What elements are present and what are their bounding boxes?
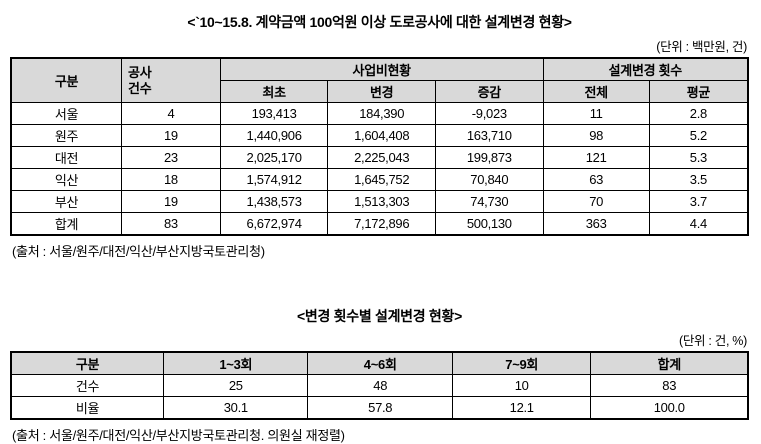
table2-unit-note: (단위 : 건, %) bbox=[678, 334, 747, 348]
region-label: 서울 bbox=[10, 102, 123, 125]
table1-source-note: (출처 : 서울/원주/대전/익산/부산지방국토관리청) bbox=[12, 244, 265, 259]
value-cell: -9,023 bbox=[434, 102, 544, 125]
value-cell: 500,130 bbox=[434, 212, 544, 236]
value-cell: 121 bbox=[542, 146, 650, 169]
table1-header-changes-group: 설계변경 횟수 bbox=[542, 57, 749, 81]
value-cell: 18 bbox=[121, 168, 221, 191]
table1-header-initial: 최초 bbox=[219, 80, 329, 103]
table2-header-7-9: 7~9회 bbox=[451, 351, 592, 375]
value-cell: 1,438,573 bbox=[219, 190, 329, 213]
value-cell: 2.8 bbox=[648, 102, 749, 125]
table1-header-diff: 증감 bbox=[434, 80, 544, 103]
value-cell: 63 bbox=[542, 168, 650, 191]
value-cell: 12.1 bbox=[451, 396, 592, 420]
table-row: 원주 19 1,440,906 1,604,408 163,710 98 5.2 bbox=[10, 124, 749, 147]
table-row: 건수 25 48 10 83 bbox=[10, 374, 749, 397]
table2-header-row: 구분 1~3회 4~6회 7~9회 합계 bbox=[10, 351, 749, 375]
report-page: <`10~15.8. 계약금액 100억원 이상 도로공사에 대한 설계변경 현… bbox=[10, 14, 749, 443]
region-label: 익산 bbox=[10, 168, 123, 191]
value-cell: 184,390 bbox=[327, 102, 436, 125]
change-count-distribution-table: 구분 1~3회 4~6회 7~9회 합계 건수 25 48 10 83 비율 3… bbox=[10, 351, 749, 420]
value-cell: 83 bbox=[590, 374, 749, 397]
value-cell: 48 bbox=[307, 374, 453, 397]
table2-title: <변경 횟수별 설계변경 현황> bbox=[297, 308, 462, 324]
table1-header-changed: 변경 bbox=[327, 80, 436, 103]
value-cell: 23 bbox=[121, 146, 221, 169]
value-cell: 19 bbox=[121, 124, 221, 147]
value-cell: 25 bbox=[163, 374, 309, 397]
value-cell: 1,604,408 bbox=[327, 124, 436, 147]
value-cell: 1,513,303 bbox=[327, 190, 436, 213]
value-cell: 10 bbox=[451, 374, 592, 397]
value-cell: 70,840 bbox=[434, 168, 544, 191]
value-cell: 70 bbox=[542, 190, 650, 213]
table1-title: <`10~15.8. 계약금액 100억원 이상 도로공사에 대한 설계변경 현… bbox=[187, 14, 572, 30]
value-cell: 4.4 bbox=[648, 212, 749, 236]
value-cell: 1,574,912 bbox=[219, 168, 329, 191]
table1-header-category: 구분 bbox=[10, 57, 123, 103]
value-cell: 163,710 bbox=[434, 124, 544, 147]
value-cell: 57.8 bbox=[307, 396, 453, 420]
table1-header-count: 공사 건수 bbox=[121, 57, 221, 103]
value-cell: 30.1 bbox=[163, 396, 309, 420]
region-label: 대전 bbox=[10, 146, 123, 169]
value-cell: 100.0 bbox=[590, 396, 749, 420]
table-row: 부산 19 1,438,573 1,513,303 74,730 70 3.7 bbox=[10, 190, 749, 213]
value-cell: 4 bbox=[121, 102, 221, 125]
value-cell: 1,645,752 bbox=[327, 168, 436, 191]
value-cell: 363 bbox=[542, 212, 650, 236]
table2-header-4-6: 4~6회 bbox=[307, 351, 453, 375]
table1-header-avg: 평균 bbox=[648, 80, 749, 103]
value-cell: 11 bbox=[542, 102, 650, 125]
value-cell: 199,873 bbox=[434, 146, 544, 169]
metric-label: 비율 bbox=[10, 396, 165, 420]
value-cell: 3.7 bbox=[648, 190, 749, 213]
table1-header-cost-group: 사업비현황 bbox=[219, 57, 544, 81]
table1-header-total: 전체 bbox=[542, 80, 650, 103]
table2-header-category: 구분 bbox=[10, 351, 165, 375]
value-cell: 74,730 bbox=[434, 190, 544, 213]
value-cell: 193,413 bbox=[219, 102, 329, 125]
value-cell: 6,672,974 bbox=[219, 212, 329, 236]
value-cell: 2,025,170 bbox=[219, 146, 329, 169]
region-label: 원주 bbox=[10, 124, 123, 147]
table2-header-1-3: 1~3회 bbox=[163, 351, 309, 375]
design-change-status-table: 구분 공사 건수 사업비현황 설계변경 횟수 최초 변경 증감 전체 평균 서울… bbox=[10, 57, 749, 236]
metric-label: 건수 bbox=[10, 374, 165, 397]
value-cell: 7,172,896 bbox=[327, 212, 436, 236]
table1-unit-note: (단위 : 백만원, 건) bbox=[656, 40, 747, 54]
region-label: 부산 bbox=[10, 190, 123, 213]
value-cell: 2,225,043 bbox=[327, 146, 436, 169]
table-row: 서울 4 193,413 184,390 -9,023 11 2.8 bbox=[10, 102, 749, 125]
table-row: 익산 18 1,574,912 1,645,752 70,840 63 3.5 bbox=[10, 168, 749, 191]
value-cell: 3.5 bbox=[648, 168, 749, 191]
value-cell: 5.3 bbox=[648, 146, 749, 169]
table1-header-row-sub: 최초 변경 증감 전체 평균 bbox=[11, 80, 749, 103]
value-cell: 5.2 bbox=[648, 124, 749, 147]
table2-source-note: (출처 : 서울/원주/대전/익산/부산지방국토관리청. 의원실 재정렬) bbox=[12, 428, 345, 443]
table-row-total: 합계 83 6,672,974 7,172,896 500,130 363 4.… bbox=[10, 212, 749, 236]
section-gap bbox=[10, 260, 749, 302]
value-cell: 1,440,906 bbox=[219, 124, 329, 147]
value-cell: 98 bbox=[542, 124, 650, 147]
value-cell: 19 bbox=[121, 190, 221, 213]
value-cell: 83 bbox=[121, 212, 221, 236]
table1-header-row-groups: 구분 공사 건수 사업비현황 설계변경 횟수 bbox=[10, 57, 749, 103]
region-label: 합계 bbox=[10, 212, 123, 236]
table-row: 비율 30.1 57.8 12.1 100.0 bbox=[10, 396, 749, 420]
table2-header-sum: 합계 bbox=[590, 351, 749, 375]
table-row: 대전 23 2,025,170 2,225,043 199,873 121 5.… bbox=[10, 146, 749, 169]
